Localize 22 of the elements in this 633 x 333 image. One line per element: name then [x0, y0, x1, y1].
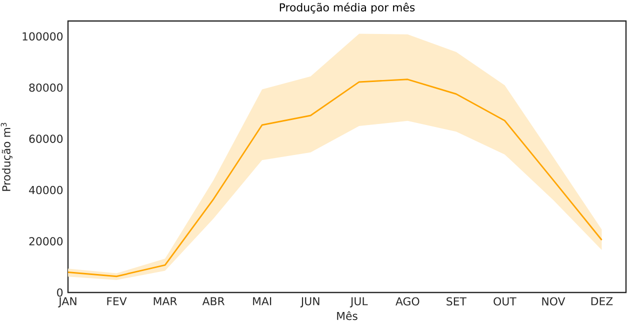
y-tick-label: 0	[57, 288, 63, 297]
y-tick-label: 60000	[29, 134, 63, 143]
x-tick-label: JUL	[350, 297, 368, 308]
y-tick-label: 40000	[29, 186, 63, 194]
x-tick-label: ABR	[202, 297, 225, 306]
x-tick-label: JUN	[300, 297, 320, 308]
x-tick-label: AGO	[396, 297, 420, 306]
x-tick-label: SET	[446, 297, 466, 306]
x-tick-label: JAN	[58, 297, 76, 308]
y-tick-label: 80000	[29, 83, 63, 92]
x-tick-label: DEZ	[591, 297, 613, 306]
x-tick-label: OUT	[494, 297, 516, 306]
x-tick-label: MAR	[154, 297, 177, 306]
x-tick-label: FEV	[107, 297, 127, 306]
x-tick-label: MAI	[253, 297, 272, 306]
line-series	[68, 78, 602, 278]
chart-title: Produção média por mês	[280, 2, 415, 14]
x-axis-title: Mês	[337, 311, 358, 320]
y-tick-label: 100000	[22, 32, 63, 40]
y-tick-label: 20000	[29, 237, 63, 246]
x-tick-label: NOV	[542, 297, 566, 306]
y-axis-title: Produção m$^{3}$	[0, 122, 12, 191]
